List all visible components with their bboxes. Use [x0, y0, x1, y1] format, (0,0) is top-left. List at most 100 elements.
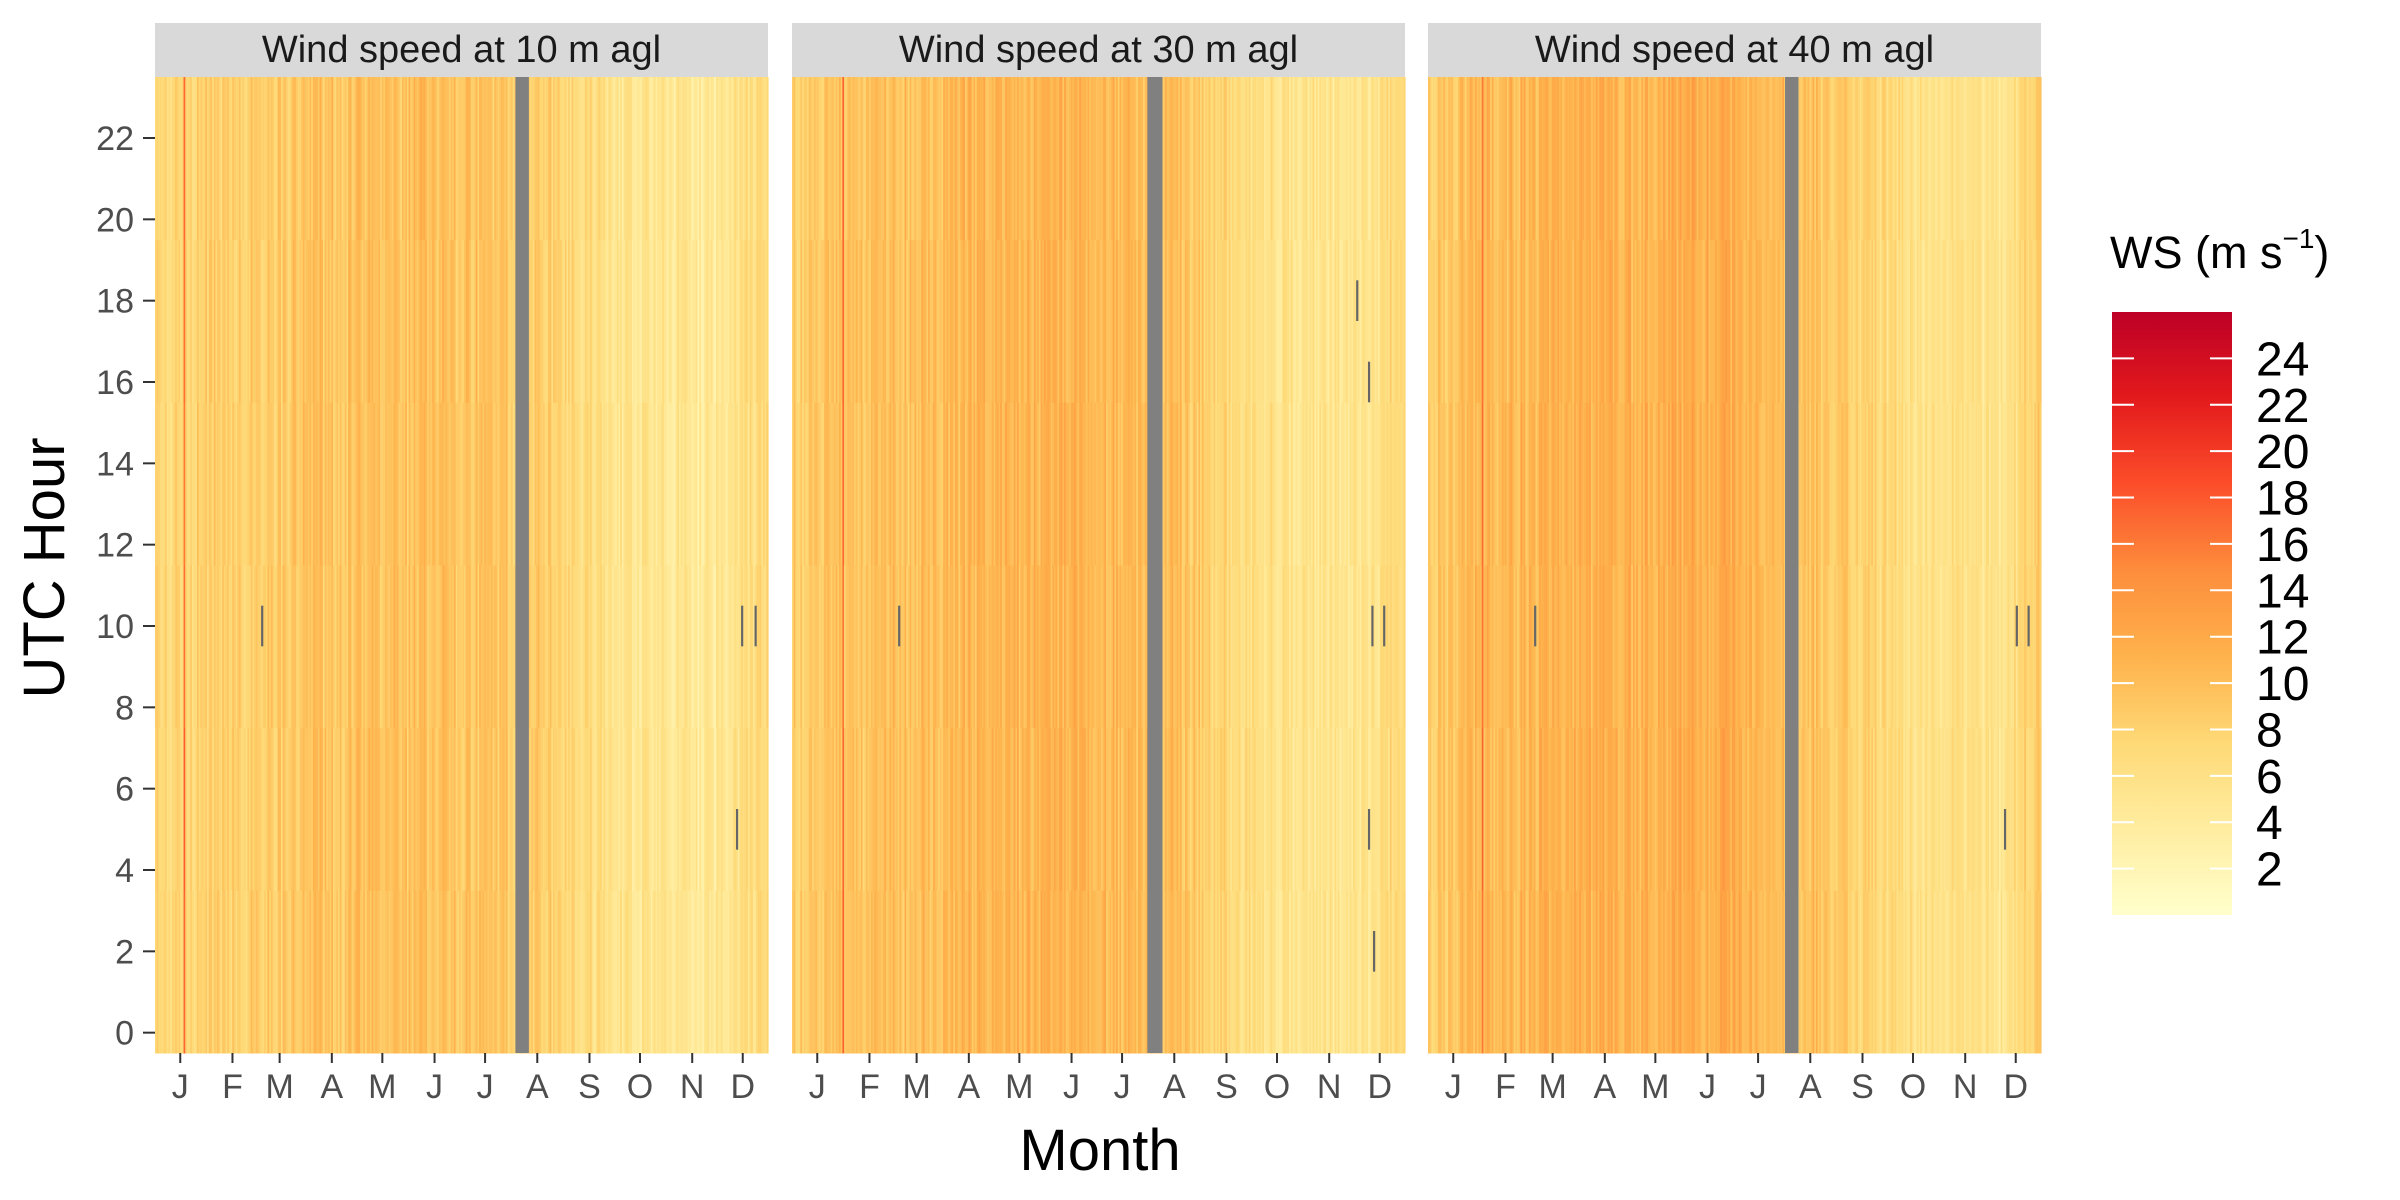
heatmap-cell	[919, 239, 922, 403]
heatmap-cell	[1109, 402, 1112, 566]
heatmap-cell	[875, 890, 879, 1054]
heatmap-cell	[1211, 727, 1215, 891]
heatmap-cell	[581, 565, 584, 729]
heatmap-cell	[569, 565, 573, 729]
heatmap-cell	[212, 239, 215, 403]
heatmap-cell	[860, 402, 864, 566]
heatmap-cell	[460, 239, 463, 403]
heatmap-cell	[359, 77, 363, 241]
heatmap-cell	[1129, 565, 1132, 729]
heatmap-cell	[564, 727, 568, 891]
heatmap-cell	[180, 77, 183, 241]
heatmap-cell	[618, 890, 621, 1054]
heatmap-cell	[746, 239, 749, 403]
heatmap-cell	[1476, 565, 1479, 729]
heatmap-cell	[563, 77, 566, 241]
heatmap-cell	[953, 727, 956, 891]
heatmap-cell	[1490, 890, 1493, 1054]
heatmap-cell	[1376, 77, 1379, 241]
heatmap-cell	[544, 402, 547, 566]
heatmap-cell	[1466, 727, 1469, 891]
heatmap-cell	[837, 727, 840, 891]
heatmap-cell	[1436, 402, 1439, 566]
heatmap-cell	[343, 77, 346, 241]
heatmap-cell	[462, 402, 465, 566]
heatmap-cell	[896, 565, 899, 729]
heatmap-cell	[742, 402, 746, 566]
heatmap-cell	[1226, 890, 1230, 1054]
heatmap-cell	[178, 77, 181, 241]
heatmap-cell	[650, 402, 653, 566]
heatmap-cell	[595, 402, 598, 566]
heatmap-cell	[990, 890, 993, 1054]
heatmap-cell	[1540, 565, 1543, 729]
heatmap-cell	[956, 239, 959, 403]
heatmap-cell	[1443, 727, 1446, 891]
heatmap-cell	[353, 239, 356, 403]
heatmap-cell	[1101, 565, 1104, 729]
heatmap-cell	[1475, 727, 1478, 891]
heatmap-cell	[1379, 239, 1383, 403]
heatmap-cell	[677, 402, 680, 566]
heatmap-cell	[1143, 565, 1146, 729]
heatmap-cell	[695, 565, 699, 729]
heatmap-cell	[1446, 77, 1449, 241]
heatmap-cell	[741, 239, 744, 403]
heatmap-cell	[672, 565, 675, 729]
heatmap-cell	[857, 402, 860, 566]
heatmap-cell	[269, 402, 272, 566]
heatmap-cell	[1448, 239, 1451, 403]
heatmap-cell	[1341, 727, 1344, 891]
heatmap-cell	[527, 727, 531, 891]
heatmap-cell	[813, 239, 817, 403]
heatmap-cell	[1374, 565, 1378, 729]
heatmap-cell	[944, 727, 948, 891]
heatmap-cell	[1191, 727, 1194, 891]
heatmap-cell	[931, 565, 934, 729]
heatmap-cell	[695, 239, 699, 403]
heatmap-cell	[805, 565, 808, 729]
heatmap-cell	[648, 239, 652, 403]
heatmap-cell	[595, 239, 598, 403]
heatmap-cell	[156, 77, 159, 241]
heatmap-cell	[630, 402, 633, 566]
heatmap-cell	[406, 239, 410, 403]
heatmap-cell	[1191, 402, 1194, 566]
heatmap-cell	[907, 77, 911, 241]
heatmap-cell	[1456, 890, 1459, 1054]
heatmap-cell	[924, 890, 927, 1054]
heatmap-cell	[433, 239, 437, 403]
heatmap-cell	[970, 565, 973, 729]
heatmap-cell	[427, 77, 430, 241]
heatmap-cell	[542, 890, 546, 1054]
heatmap-cell	[739, 727, 742, 891]
heatmap-cell	[408, 239, 411, 403]
heatmap-cell	[715, 727, 719, 891]
heatmap-cell	[1010, 890, 1013, 1054]
heatmap-cell	[458, 402, 462, 566]
heatmap-cell	[662, 77, 665, 241]
heatmap-cell	[1290, 565, 1294, 729]
heatmap-cell	[1280, 565, 1283, 729]
heatmap-cell	[1393, 890, 1396, 1054]
heatmap-cell	[1341, 239, 1344, 403]
heatmap-cell	[255, 77, 259, 241]
heatmap-cell	[378, 565, 381, 729]
heatmap-cell	[1010, 727, 1013, 891]
heatmap-cell	[1391, 402, 1394, 566]
heatmap-cell	[1403, 402, 1406, 566]
heatmap-cell	[1533, 77, 1537, 241]
heatmap-cell	[1070, 727, 1074, 891]
heatmap-cell	[1339, 77, 1342, 241]
heatmap-cell	[808, 727, 812, 891]
heatmap-cell	[727, 239, 730, 403]
heatmap-cell	[707, 402, 710, 566]
heatmap-cell	[1200, 565, 1203, 729]
heatmap-cell	[825, 565, 828, 729]
heatmap-cell	[212, 890, 215, 1054]
heatmap-cell	[403, 727, 406, 891]
heatmap-cell	[1491, 890, 1495, 1054]
heatmap-cell	[1223, 239, 1226, 403]
heatmap-cell	[665, 565, 668, 729]
heatmap-cell	[747, 890, 751, 1054]
